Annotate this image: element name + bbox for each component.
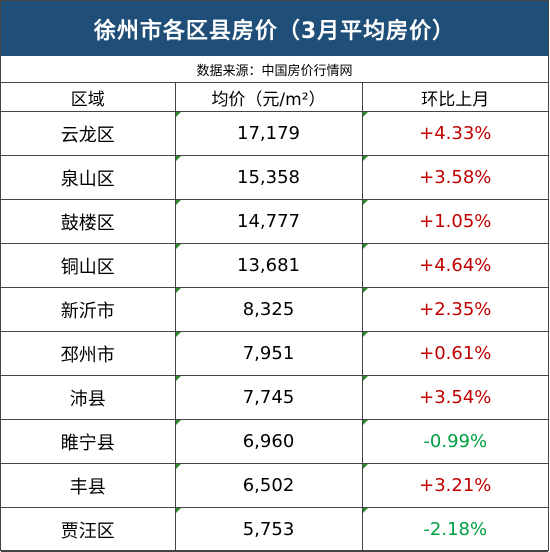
change-cell: -0.99%: [361, 419, 548, 464]
change-cell: +4.64%: [361, 243, 548, 288]
price-cell: 13,681: [174, 243, 363, 288]
district-cell: 丰县: [1, 463, 176, 508]
change-cell: +3.54%: [361, 375, 548, 420]
district-cell: 沛县: [1, 375, 176, 420]
change-cell: +3.21%: [361, 463, 548, 508]
district-cell: 邳州市: [1, 331, 176, 376]
price-cell: 7,951: [174, 331, 363, 376]
district-cell: 铜山区: [1, 243, 176, 288]
price-cell: 15,358: [174, 155, 363, 200]
price-cell: 5,753: [174, 507, 363, 552]
price-cell: 17,179: [174, 111, 363, 156]
district-cell: 新沂市: [1, 287, 176, 332]
data-source: 数据来源：中国房价行情网: [1, 56, 548, 83]
header-change: 环比上月: [361, 82, 548, 112]
header-price: 均价（元/m²）: [174, 82, 363, 112]
change-cell: +4.33%: [361, 111, 548, 156]
table-row: 睢宁县 6,960 -0.99%: [1, 419, 548, 464]
table-row: 新沂市 8,325 +2.35%: [1, 287, 548, 332]
price-cell: 6,960: [174, 419, 363, 464]
district-cell: 贾汪区: [1, 507, 176, 552]
table-row: 铜山区 13,681 +4.64%: [1, 243, 548, 288]
table-row: 邳州市 7,951 +0.61%: [1, 331, 548, 376]
change-cell: -2.18%: [361, 507, 548, 552]
table-row: 贾汪区 5,753 -2.18%: [1, 507, 548, 552]
change-cell: +3.58%: [361, 155, 548, 200]
district-cell: 鼓楼区: [1, 199, 176, 244]
change-cell: +2.35%: [361, 287, 548, 332]
header-district: 区域: [1, 82, 176, 112]
price-cell: 8,325: [174, 287, 363, 332]
price-cell: 14,777: [174, 199, 363, 244]
table-row: 鼓楼区 14,777 +1.05%: [1, 199, 548, 244]
change-cell: +0.61%: [361, 331, 548, 376]
price-cell: 7,745: [174, 375, 363, 420]
table-row: 泉山区 15,358 +3.58%: [1, 155, 548, 200]
table-row: 丰县 6,502 +3.21%: [1, 463, 548, 508]
district-cell: 睢宁县: [1, 419, 176, 464]
price-cell: 6,502: [174, 463, 363, 508]
table-row: 沛县 7,745 +3.54%: [1, 375, 548, 420]
district-cell: 泉山区: [1, 155, 176, 200]
header-row: 区域 均价（元/m²） 环比上月: [1, 82, 548, 112]
change-cell: +1.05%: [361, 199, 548, 244]
table-row: 云龙区 17,179 +4.33%: [1, 111, 548, 156]
page-title: 徐州市各区县房价（3月平均房价）: [1, 1, 548, 56]
price-table: 区域 均价（元/m²） 环比上月 云龙区 17,179 +4.33% 泉山区 15,35…: [1, 82, 548, 552]
district-cell: 云龙区: [1, 111, 176, 156]
